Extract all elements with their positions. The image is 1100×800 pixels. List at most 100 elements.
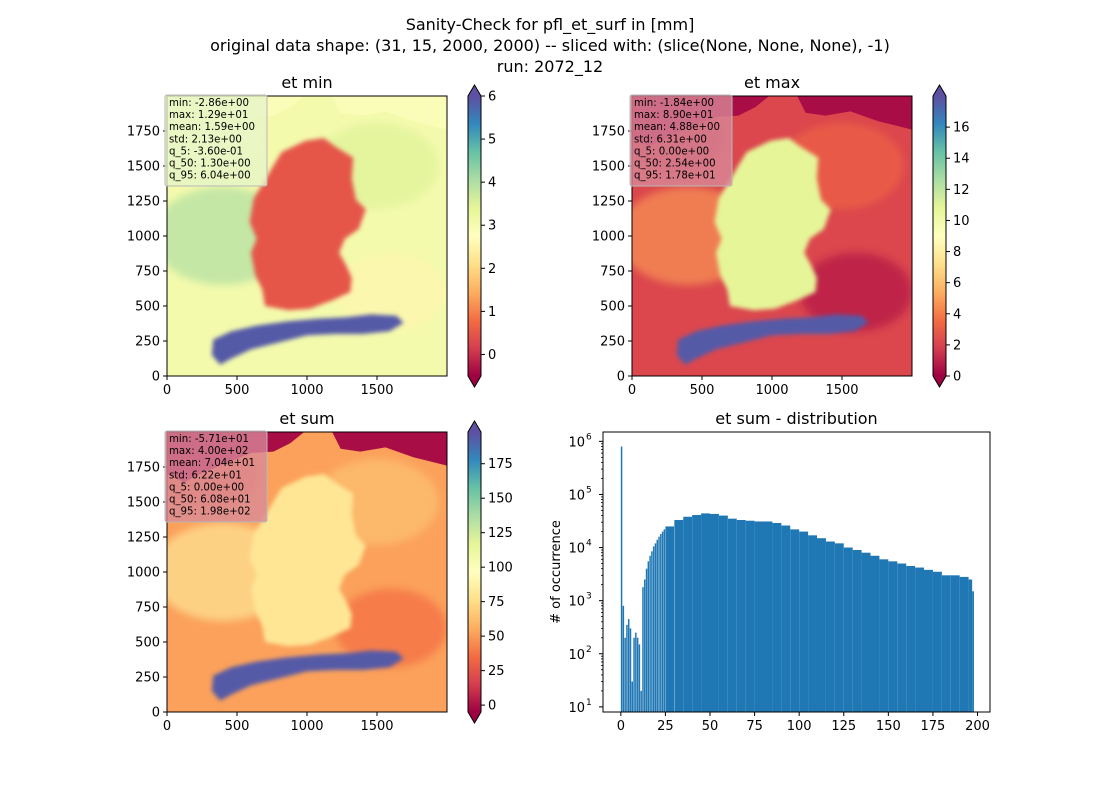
heatmap-baltic-sea-0 <box>332 96 447 130</box>
histogram-bar-51 <box>897 563 907 712</box>
colorbar-tick-label-1-0: 0 <box>953 370 961 385</box>
subplot-title-2: et sum <box>279 409 334 428</box>
colorbar-tick-label-0-4: 4 <box>488 176 496 191</box>
colorbar-tick-label-1-7: 14 <box>953 152 970 167</box>
x-tick-label-0-3: 1500 <box>360 383 393 398</box>
x-tick-label-0-1: 500 <box>225 383 250 398</box>
y-tick-label-3-4: 10 <box>568 488 585 503</box>
x-tick-label-3-4: 100 <box>787 719 812 734</box>
stats-line-1-2: mean: 4.88e+00 <box>634 122 720 133</box>
colorbar-extend-top-1 <box>933 85 946 96</box>
stats-line-1-6: q_95: 1.78e+01 <box>634 171 716 182</box>
histogram-bar-15 <box>647 561 650 712</box>
stats-line-2-2: mean: 7.04e+01 <box>169 458 255 469</box>
colorbar-tick-label-1-2: 4 <box>953 307 961 322</box>
histogram-bar-58 <box>959 576 969 712</box>
x-tick-label-2-0: 0 <box>163 719 171 734</box>
y-tick-label-3-0: 10 <box>568 701 585 716</box>
histogram-bar-57 <box>950 575 960 712</box>
colorbar-tick-label-2-6: 150 <box>488 492 513 507</box>
histogram-bar-6 <box>631 681 634 712</box>
histogram-ylabel: # of occurrence <box>549 520 564 624</box>
histogram-bar-19 <box>654 543 657 712</box>
subplot-1: et max 0 500 1000 1500 0 250 500 750 1000 1250 1500… <box>592 73 970 398</box>
histogram-bar-50 <box>888 561 898 712</box>
figure-suptitle: Sanity-Check for pfl_et_surf in [mm] ori… <box>210 15 890 77</box>
colorbar-tick-label-1-5: 10 <box>953 214 970 229</box>
histogram-bar-16 <box>649 555 651 712</box>
y-tick-label-2-2: 500 <box>135 636 160 651</box>
histogram-bar-22 <box>660 533 662 712</box>
histogram-bar-0 <box>620 446 623 712</box>
y-tick-exponent-3-5: 6 <box>586 432 592 442</box>
histogram-bar-18 <box>652 546 655 712</box>
y-tick-label-1-5: 1250 <box>592 195 625 210</box>
histogram-bar-41 <box>808 535 818 712</box>
y-tick-exponent-3-2: 3 <box>586 592 592 602</box>
x-tick-label-1-3: 1500 <box>825 383 858 398</box>
y-tick-label-2-3: 750 <box>135 601 160 616</box>
histogram-bar-35 <box>754 521 764 712</box>
histogram-bar-47 <box>861 552 871 712</box>
histogram-bar-27 <box>683 516 693 712</box>
stats-line-2-0: min: -5.71e+01 <box>169 434 249 445</box>
stats-line-0-6: q_95: 6.04e+00 <box>169 171 251 182</box>
heatmap-country-1 <box>714 138 831 311</box>
x-tick-label-3-2: 50 <box>702 719 719 734</box>
colorbar-tick-label-2-4: 100 <box>488 561 513 576</box>
histogram-bar-54 <box>924 569 933 712</box>
y-tick-exponent-3-3: 4 <box>586 539 592 549</box>
subplot-title-3: et sum - distribution <box>715 409 877 428</box>
histogram-bar-14 <box>645 568 648 712</box>
suptitle-line-3: run: 2072_12 <box>497 57 603 77</box>
x-tick-label-3-3: 75 <box>746 719 763 734</box>
y-tick-label-2-1: 250 <box>135 671 160 686</box>
heatmap-variation-0-1 <box>335 252 447 332</box>
x-tick-label-0-2: 1000 <box>290 383 323 398</box>
histogram-bar-3 <box>626 624 628 712</box>
y-tick-exponent-3-0: 1 <box>586 698 592 708</box>
histogram-bar-60 <box>972 591 974 712</box>
histogram-bar-1 <box>622 605 625 712</box>
colorbar-tick-label-1-3: 6 <box>953 276 961 291</box>
stats-box-0 <box>164 94 268 187</box>
stats-line-1-0: min: -1.84e+00 <box>634 98 714 109</box>
heatmap-variation-2-1 <box>335 588 447 668</box>
histogram-bar-25 <box>665 526 675 712</box>
heatmap-baltic-sea-1 <box>797 96 912 130</box>
histogram-bar-39 <box>790 529 800 712</box>
stats-line-0-1: max: 1.29e+01 <box>169 110 248 121</box>
colorbar-body-2 <box>468 432 481 712</box>
y-tick-label-3-2: 10 <box>568 595 585 610</box>
histogram-bar-24 <box>663 529 666 712</box>
histogram-bar-44 <box>834 543 844 712</box>
heatmap-variation-1-1 <box>800 252 912 332</box>
colorbar-tick-label-0-2: 2 <box>488 262 496 277</box>
y-tick-label-0-4: 1000 <box>127 230 160 245</box>
colorbar-tick-label-0-5: 5 <box>488 133 496 148</box>
y-tick-label-0-3: 750 <box>135 265 160 280</box>
stats-line-2-5: q_50: 6.08e+01 <box>169 495 251 506</box>
histogram-bar-28 <box>692 515 702 712</box>
colorbar-tick-label-1-1: 2 <box>953 338 961 353</box>
suptitle-line-1: Sanity-Check for pfl_et_surf in [mm] <box>406 15 695 35</box>
heatmap-country-2 <box>249 474 366 647</box>
y-tick-label-1-1: 250 <box>600 335 625 350</box>
histogram-bar-43 <box>825 541 835 712</box>
colorbar-tick-label-1-4: 8 <box>953 245 961 260</box>
y-tick-label-0-2: 500 <box>135 300 160 315</box>
histogram-bar-36 <box>763 521 773 712</box>
colorbar-tick-label-0-3: 3 <box>488 219 496 234</box>
colorbar-tick-label-2-3: 75 <box>488 595 505 610</box>
histogram-bar-9 <box>636 637 639 712</box>
y-tick-label-1-4: 1000 <box>592 230 625 245</box>
histogram-bar-40 <box>799 531 809 712</box>
colorbar-body-0 <box>468 96 481 376</box>
histogram-bar-48 <box>870 555 880 712</box>
stats-line-1-1: max: 8.90e+01 <box>634 110 713 121</box>
colorbar-tick-label-2-2: 50 <box>488 630 505 645</box>
x-tick-label-0-0: 0 <box>163 383 171 398</box>
stats-line-2-6: q_95: 1.98e+02 <box>169 507 251 518</box>
x-tick-label-1-2: 1000 <box>755 383 788 398</box>
